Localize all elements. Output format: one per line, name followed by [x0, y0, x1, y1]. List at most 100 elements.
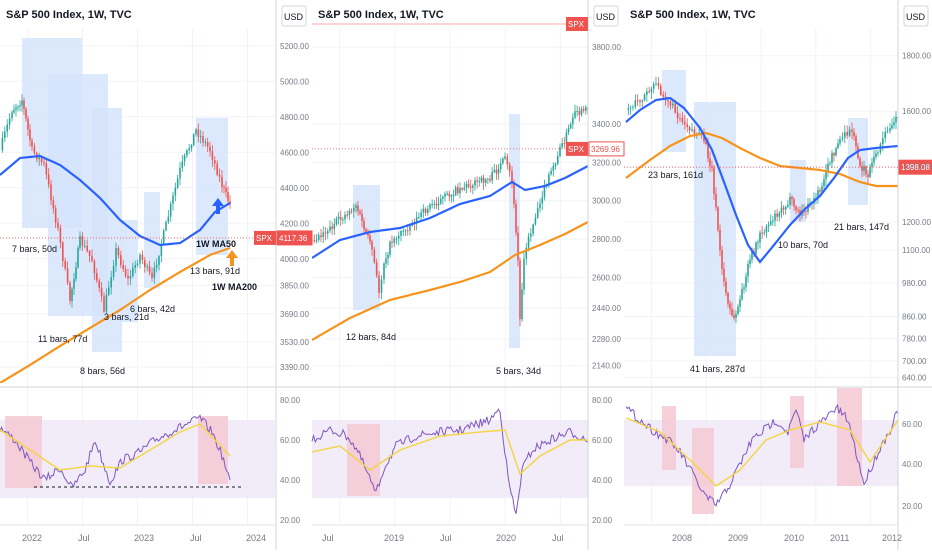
candle-body	[729, 303, 731, 309]
candle-body	[329, 226, 331, 232]
y-tick-label: 780.00	[902, 335, 927, 344]
highlight-box	[848, 118, 868, 205]
y-tick-label: 4600.00	[280, 148, 309, 157]
candle-body	[218, 174, 221, 177]
symbol-tag-top	[566, 17, 588, 31]
candle-body	[567, 128, 570, 133]
y-tick-label: 5200.00	[280, 42, 309, 51]
y-tick-label: 4400.00	[280, 184, 309, 193]
rsi-ma-line	[625, 417, 899, 487]
candle-body	[57, 222, 59, 229]
x-tick-label: 2011	[830, 533, 849, 543]
x-tick-label: Jul	[78, 533, 90, 543]
currency-button[interactable]	[593, 5, 619, 27]
candle-body	[134, 264, 136, 268]
candle-body	[221, 176, 223, 187]
candle-body	[761, 232, 763, 234]
y-tick-label: 2800.00	[592, 235, 621, 244]
candle-body	[393, 238, 396, 243]
candle-body	[472, 185, 474, 188]
candle-body	[519, 260, 521, 320]
bar-count-annotation: 21 bars, 147d	[834, 222, 889, 232]
candle-body	[132, 267, 134, 277]
candle-body	[420, 212, 422, 218]
candle-body	[77, 248, 79, 268]
candle-body	[643, 94, 646, 101]
candle-body	[739, 299, 741, 307]
candle-body	[465, 184, 468, 188]
rsi-tick-label: 20.00	[592, 516, 613, 525]
ma50-line	[625, 96, 898, 264]
candle-body	[64, 261, 66, 269]
x-tick-label: 2019	[384, 533, 404, 543]
candle-body	[713, 167, 715, 194]
candle-body	[454, 187, 457, 196]
candle-body	[837, 143, 839, 148]
candle-body	[361, 213, 363, 221]
candle-body	[452, 195, 455, 197]
candle-body	[873, 156, 875, 163]
candle-body	[15, 107, 17, 110]
candle-body	[679, 118, 681, 120]
candle-body	[129, 276, 132, 279]
currency-button[interactable]	[281, 5, 307, 27]
candle-body	[765, 226, 768, 233]
candle-body	[211, 151, 214, 161]
candle-body	[385, 258, 387, 264]
candle-body	[91, 255, 93, 262]
candle-body	[741, 288, 743, 300]
rsi-ma-line	[0, 423, 231, 471]
highlight-box	[694, 102, 736, 356]
candle-body	[476, 180, 478, 182]
bar-count-annotation: 10 bars, 70d	[778, 240, 828, 250]
candle-body	[227, 191, 229, 202]
rsi-band	[0, 420, 275, 498]
candle-body	[821, 186, 823, 192]
candle-body	[833, 153, 835, 156]
y-tick-label: 2280.00	[592, 335, 621, 344]
candle-body	[313, 240, 316, 241]
ma200-label: 1W MA200	[212, 282, 257, 292]
y-tick-label: 700.00	[902, 357, 927, 366]
candle-body	[335, 218, 338, 225]
candle-body	[487, 178, 489, 180]
candle-body	[711, 166, 713, 168]
ma200-line	[0, 246, 231, 383]
candle-body	[176, 178, 179, 188]
rsi-tick-label: 80.00	[280, 396, 301, 405]
candle-body	[169, 203, 172, 217]
candle-body	[225, 187, 227, 192]
candle-body	[6, 124, 8, 132]
candle-body	[703, 134, 705, 142]
candle-body	[831, 153, 833, 163]
candle-body	[317, 235, 320, 240]
candle-body	[717, 207, 719, 230]
candle-body	[895, 116, 897, 123]
y-tick-label: 3000.00	[592, 197, 621, 206]
candle-body	[365, 229, 367, 233]
candle-body	[444, 193, 446, 197]
candle-body	[320, 235, 322, 238]
symbol-tag-top-label: SPX	[568, 20, 585, 29]
candle-body	[1, 138, 4, 150]
candle-body	[339, 216, 342, 220]
candle-body	[369, 235, 371, 242]
candle-body	[183, 155, 186, 162]
candle-body	[188, 148, 190, 151]
y-tick-label: 2140.00	[592, 362, 621, 371]
candle-body	[891, 125, 893, 129]
candle-body	[120, 255, 122, 266]
candle-body	[400, 230, 402, 236]
symbol-tag-label: SPX	[568, 145, 585, 154]
candle-body	[639, 100, 641, 102]
candle-body	[632, 106, 634, 108]
candle-body	[674, 103, 676, 113]
rsi-ma-line	[311, 429, 588, 476]
ma200-arrow-icon	[226, 250, 238, 266]
candle-body	[380, 279, 383, 293]
candle-body	[29, 129, 31, 141]
candle-body	[884, 131, 886, 139]
currency-button[interactable]	[903, 5, 929, 27]
candle-body	[139, 254, 141, 264]
candle-body	[155, 264, 158, 268]
